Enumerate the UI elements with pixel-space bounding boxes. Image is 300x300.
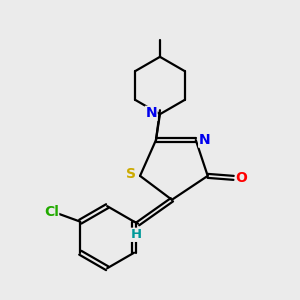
Text: Cl: Cl <box>44 205 59 219</box>
Text: S: S <box>126 167 136 181</box>
Text: O: O <box>236 171 247 185</box>
Text: H: H <box>130 228 142 241</box>
Text: N: N <box>146 106 157 120</box>
Text: N: N <box>199 133 210 147</box>
